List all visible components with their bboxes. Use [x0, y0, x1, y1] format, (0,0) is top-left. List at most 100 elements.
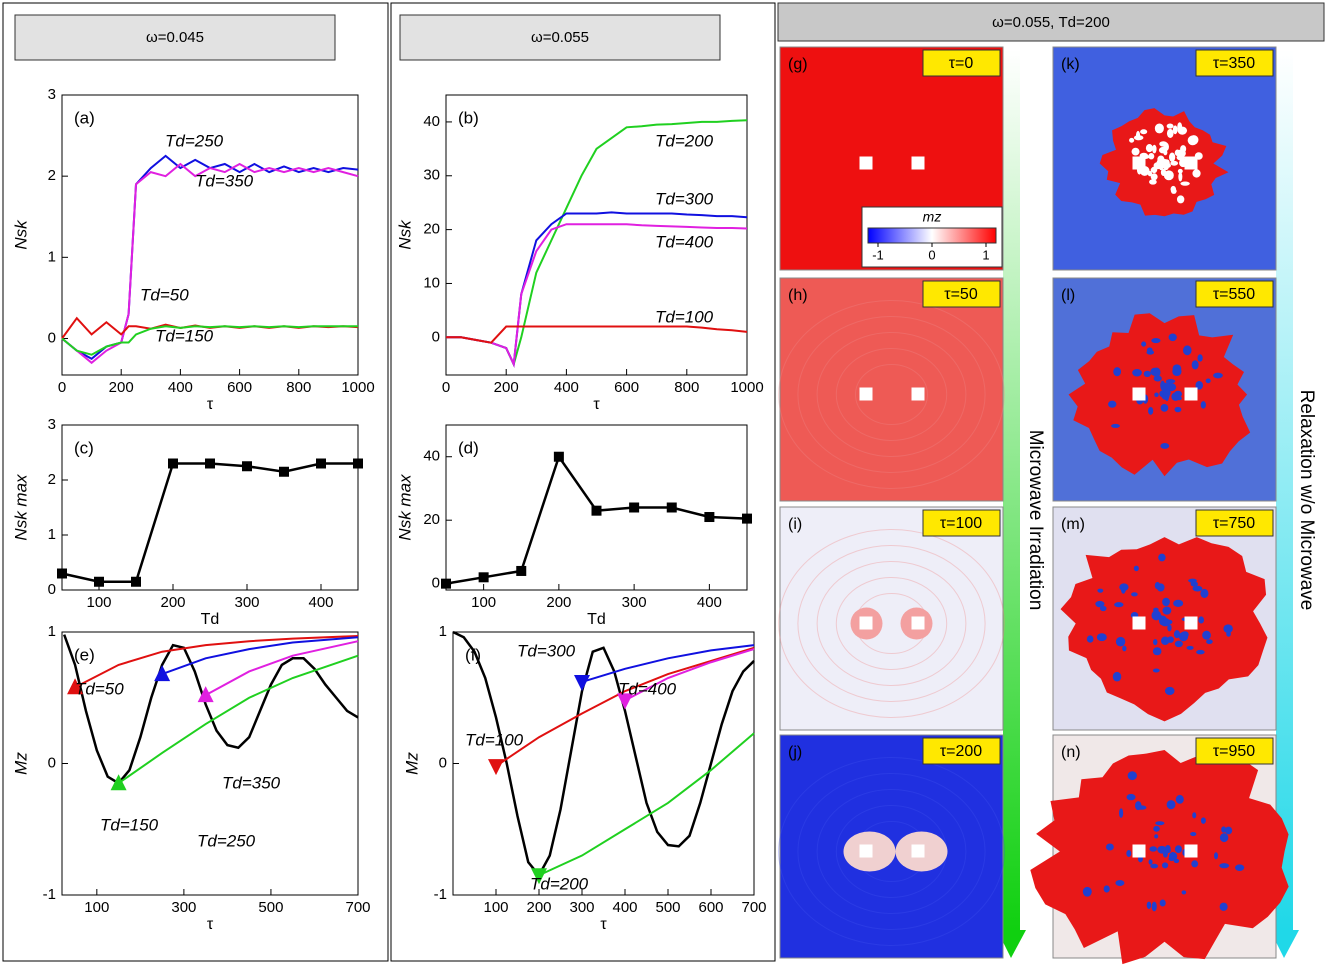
texture [1115, 879, 1125, 887]
texture [1213, 372, 1223, 379]
texture [1192, 169, 1201, 178]
texture [1196, 649, 1205, 655]
series-label: Td=150 [155, 326, 214, 345]
x-tick-label: 100 [84, 899, 109, 916]
x-tick-label: 200 [160, 594, 185, 611]
x-tick-label: 400 [168, 379, 193, 396]
texture [1174, 149, 1181, 156]
start-marker [154, 665, 171, 682]
series-line [446, 325, 748, 344]
texture [1184, 844, 1198, 858]
data-point [553, 451, 564, 462]
series-label: Td=300 [655, 189, 714, 208]
texture [859, 616, 873, 630]
series-label: Td=200 [655, 131, 714, 150]
texture [1184, 616, 1198, 630]
x-tick-label: 800 [286, 379, 311, 396]
header-box [14, 14, 336, 61]
texture [1187, 135, 1198, 146]
texture [1157, 845, 1167, 854]
texture [1235, 864, 1245, 871]
colorbar-tick-label: 1 [982, 247, 989, 262]
texture [1111, 423, 1120, 428]
y-tick-label: 2 [48, 167, 56, 184]
series-line [581, 644, 755, 683]
texture [1200, 817, 1206, 824]
texture [1108, 400, 1117, 408]
x-tick-label: 1000 [730, 379, 763, 396]
texture [1181, 890, 1187, 895]
data-point [516, 565, 527, 576]
data-point [316, 458, 326, 469]
texture [1206, 639, 1213, 645]
texture [1126, 849, 1132, 857]
x-tick-label: 100 [483, 899, 508, 916]
series-line [495, 646, 755, 767]
texture [1164, 686, 1175, 696]
y-tick-label: 20 [423, 221, 440, 238]
time-label: τ=200 [940, 743, 982, 760]
texture [1223, 624, 1233, 634]
data-point [94, 576, 104, 587]
colorbar-tick-label: 0 [928, 247, 935, 262]
texture [1162, 389, 1171, 396]
plot-frame [445, 424, 748, 591]
texture [1152, 668, 1160, 673]
texture [859, 844, 873, 858]
texture [1192, 585, 1203, 592]
column-frame [2, 2, 389, 962]
texture [1160, 618, 1171, 627]
y-tick-label: 0 [432, 575, 440, 592]
texture [1096, 633, 1107, 642]
texture [1152, 144, 1157, 154]
texture [1191, 360, 1199, 370]
data-point [629, 502, 640, 513]
texture [1133, 135, 1144, 141]
texture [1214, 852, 1219, 860]
texture [911, 156, 925, 170]
header-box [399, 14, 721, 61]
x-tick-label: 300 [569, 899, 594, 916]
series-label: Td=50 [75, 679, 124, 698]
series-label: Td=200 [530, 874, 589, 893]
texture [1114, 602, 1124, 608]
texture [1148, 406, 1154, 415]
wave-ring [835, 348, 948, 441]
y-tick-label: 30 [423, 167, 440, 184]
texture [1174, 406, 1182, 413]
snapshot-label: (g) [788, 56, 808, 73]
wave-ring [797, 545, 986, 702]
series-label: Td=100 [465, 730, 524, 749]
texture [1146, 901, 1152, 909]
texture [1166, 123, 1174, 129]
texture [1097, 588, 1104, 593]
texture [1146, 347, 1153, 353]
arrow-body [1003, 50, 1020, 930]
texture [1190, 831, 1197, 837]
series-label: Td=350 [195, 171, 254, 190]
texture [1132, 616, 1146, 630]
texture [1173, 599, 1184, 607]
x-tick-label: 200 [546, 594, 571, 611]
texture [1141, 341, 1147, 347]
start-marker [531, 868, 547, 885]
column-frame [390, 2, 776, 962]
texture [1082, 886, 1092, 897]
texture [1131, 147, 1140, 156]
texture [1143, 370, 1151, 378]
texture [1153, 825, 1160, 832]
texture [1166, 800, 1176, 810]
y-tick-label: 1 [48, 526, 56, 543]
arrow-head [1270, 930, 1299, 958]
x-axis-label: τ [207, 916, 214, 933]
texture [1149, 846, 1157, 852]
texture [1132, 369, 1142, 377]
data-point [242, 461, 252, 472]
y-tick-label: 3 [48, 416, 56, 433]
colorbar-label: mz [923, 209, 942, 225]
texture [1160, 442, 1170, 449]
texture [859, 156, 873, 170]
texture [1154, 834, 1159, 839]
texture [1170, 185, 1177, 193]
